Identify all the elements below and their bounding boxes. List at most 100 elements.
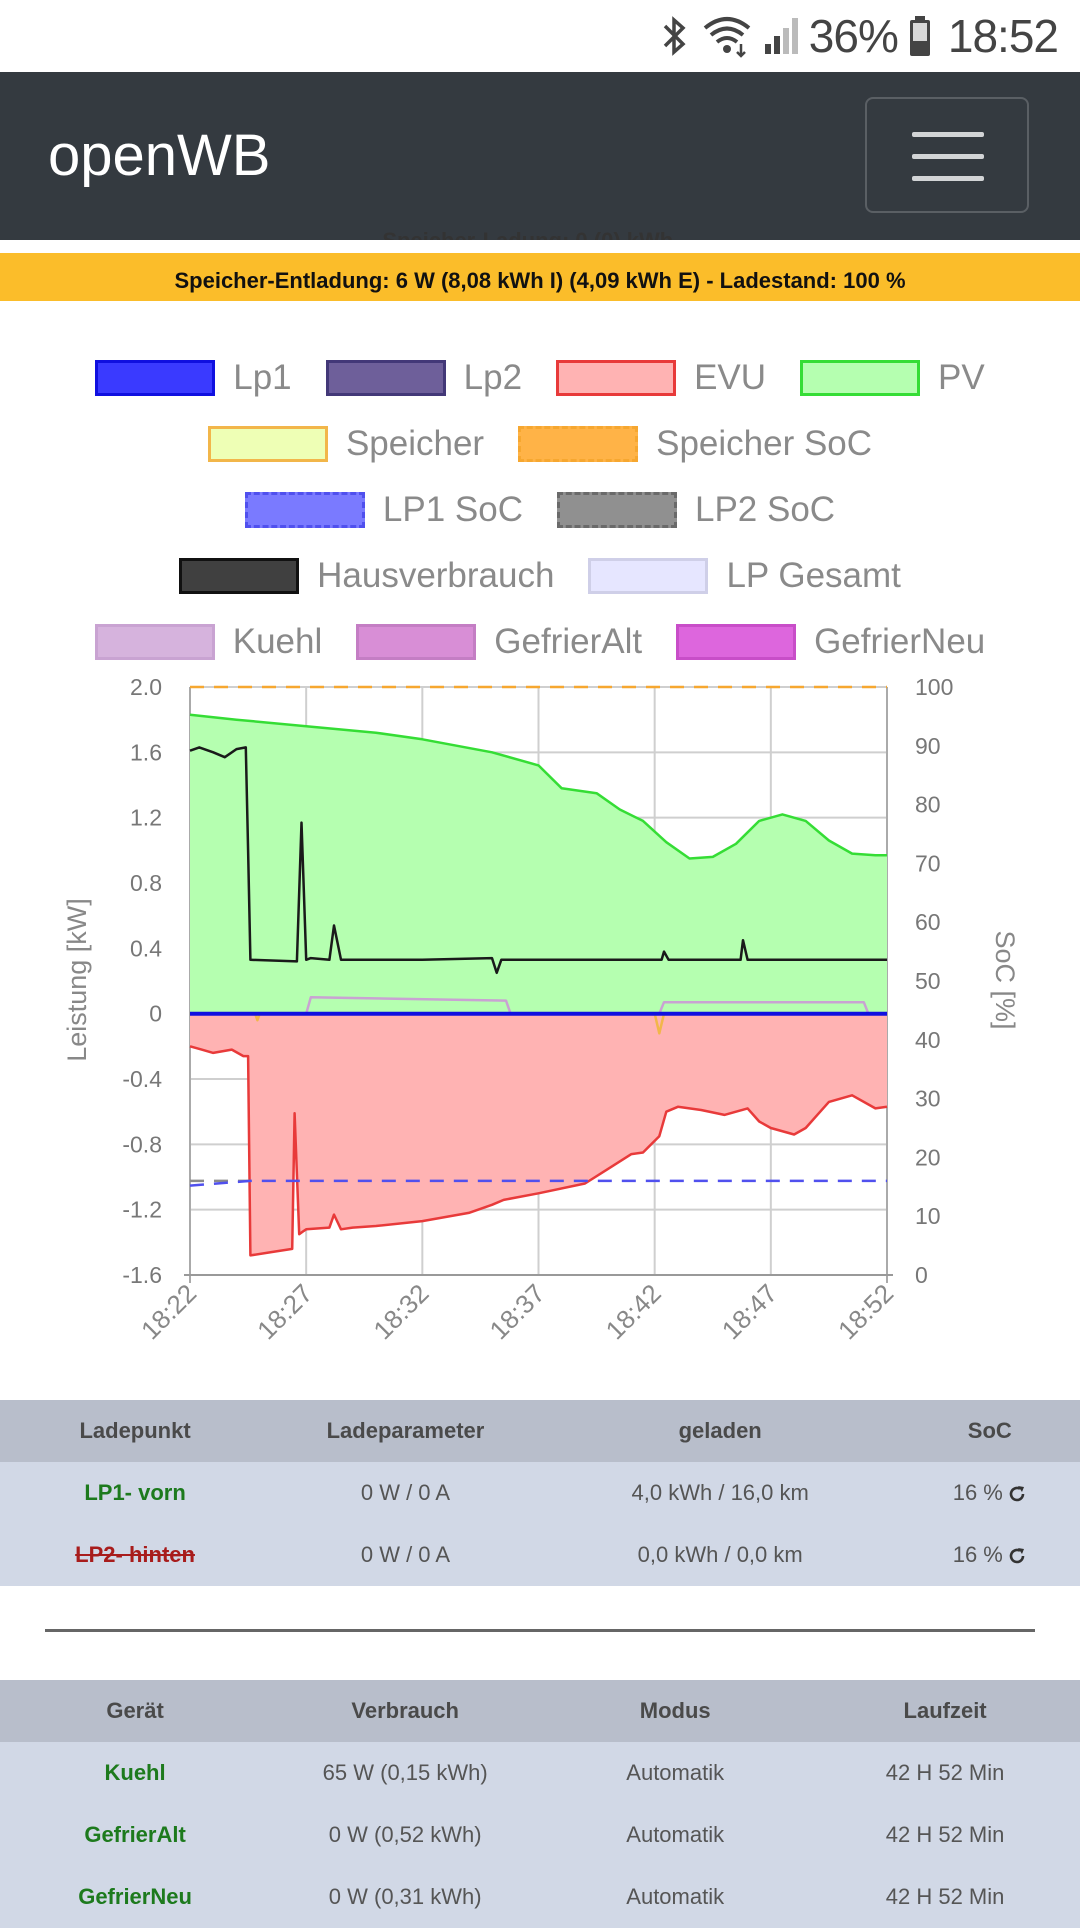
hamburger-icon-line — [912, 154, 984, 159]
wifi-icon — [703, 17, 751, 58]
legend-swatch — [800, 360, 921, 396]
y2-tick-label: 40 — [915, 1027, 941, 1053]
legend-row: Kuehl GefrierAlt GefrierNeu — [0, 609, 1080, 675]
charged-amount: 4,0 kWh / 16,0 km — [540, 1462, 900, 1524]
y-tick-label: -1.6 — [122, 1262, 162, 1288]
legend-item-lp1-soc[interactable]: LP1 SoC — [244, 490, 523, 530]
status-bar: 36% 18:52 — [0, 0, 1080, 72]
table-row: LP1- vorn 0 W / 0 A 4,0 kWh / 16,0 km 16… — [0, 1462, 1080, 1524]
battery-icon — [909, 16, 930, 56]
navbar: openWB — [0, 72, 1080, 240]
table-row: Kuehl 65 W (0,15 kWh) Automatik 42 H 52 … — [0, 1742, 1080, 1804]
reload-icon[interactable] — [1007, 1546, 1027, 1566]
legend-label: PV — [938, 358, 985, 397]
partial-status-text: Speicher-Ladung: 0 (0) kWh ... — [0, 228, 1080, 240]
column-header: Verbrauch — [270, 1680, 541, 1742]
status-icons: 36% 18:52 — [657, 8, 1059, 64]
soc-value: 16 % — [952, 1542, 1003, 1567]
brand-title[interactable]: openWB — [48, 123, 271, 188]
series-line-hausverbrauch — [189, 746, 887, 975]
legend-label: Kuehl — [232, 622, 323, 661]
x-tick-label: 18:47 — [716, 1278, 783, 1345]
legend-item-lp1[interactable]: Lp1 — [95, 358, 292, 398]
chargepoint-name[interactable]: LP1- vorn — [0, 1462, 271, 1524]
y2-tick-label: 60 — [915, 909, 941, 935]
legend-swatch — [207, 426, 328, 462]
column-header: SoC — [899, 1400, 1080, 1462]
column-header: geladen — [540, 1400, 900, 1462]
device-usage: 0 W (0,52 kWh) — [270, 1804, 541, 1866]
legend-label: LP Gesamt — [726, 556, 901, 595]
legend-item-speicher-soc[interactable]: Speicher SoC — [518, 424, 872, 464]
device-usage: 65 W (0,15 kWh) — [270, 1742, 541, 1804]
legend-label: EVU — [694, 358, 767, 397]
legend-item-lp2[interactable]: Lp2 — [325, 358, 522, 398]
table-header-row: Ladepunkt Ladeparameter geladen SoC — [0, 1400, 1080, 1462]
legend-item-kuehl[interactable]: Kuehl — [94, 622, 323, 662]
legend-swatch — [179, 558, 300, 594]
legend-row: LP1 SoC LP2 SoC — [0, 477, 1080, 543]
soc-cell: 16 % — [899, 1524, 1080, 1586]
legend-row: Speicher Speicher SoC — [0, 411, 1080, 477]
device-table: Gerät Verbrauch Modus Laufzeit Kuehl 65 … — [0, 1680, 1080, 1928]
y-tick-label: 2.0 — [130, 674, 162, 700]
y-axis-title: Leistung [kW] — [62, 898, 92, 1062]
y-tick-label: 1.2 — [130, 805, 162, 831]
column-header: Ladepunkt — [0, 1400, 271, 1462]
table-row: GefrierNeu 0 W (0,31 kWh) Automatik 42 H… — [0, 1866, 1080, 1928]
device-runtime: 42 H 52 Min — [810, 1804, 1080, 1866]
x-tick-label: 18:22 — [135, 1278, 202, 1345]
device-mode: Automatik — [540, 1742, 811, 1804]
device-usage: 0 W (0,31 kWh) — [270, 1866, 541, 1928]
series-area-evu — [190, 1013, 887, 1256]
legend-label: Speicher SoC — [656, 424, 873, 463]
column-header: Modus — [540, 1680, 811, 1742]
x-tick-label: 18:32 — [367, 1278, 434, 1345]
soc-value: 16 % — [952, 1480, 1003, 1505]
y-tick-label: 0.8 — [130, 870, 162, 896]
legend-swatch — [556, 360, 677, 396]
series-line-lp1-soc — [189, 1179, 887, 1187]
device-name[interactable]: Kuehl — [0, 1742, 271, 1804]
legend-item-hausverbrauch[interactable]: Hausverbrauch — [179, 556, 554, 596]
legend-item-gefrieralt[interactable]: GefrierAlt — [356, 622, 642, 662]
legend-swatch — [95, 360, 216, 396]
legend-item-pv[interactable]: PV — [800, 358, 985, 398]
legend-swatch — [94, 624, 215, 660]
legend-label: LP1 SoC — [382, 490, 523, 529]
x-tick-label: 18:37 — [484, 1278, 551, 1345]
y2-tick-label: 20 — [915, 1144, 941, 1170]
y2-tick-label: 100 — [915, 674, 953, 700]
column-header: Ladeparameter — [270, 1400, 541, 1462]
table-row: LP2- hinten 0 W / 0 A 0,0 kWh / 0,0 km 1… — [0, 1524, 1080, 1586]
x-tick-label: 18:27 — [251, 1278, 318, 1345]
legend-item-evu[interactable]: EVU — [556, 358, 766, 398]
charge-parameter: 0 W / 0 A — [270, 1524, 541, 1586]
y-tick-label: 0.4 — [130, 935, 162, 961]
legend-row: Hausverbrauch LP Gesamt — [0, 543, 1080, 609]
legend-swatch — [325, 360, 446, 396]
y-tick-label: 1.6 — [130, 739, 162, 765]
hamburger-icon-line — [912, 176, 984, 181]
signal-icon — [764, 18, 798, 54]
legend-swatch — [356, 624, 477, 660]
column-header: Gerät — [0, 1680, 271, 1742]
legend-item-lp-gesamt[interactable]: LP Gesamt — [588, 556, 901, 596]
charged-amount: 0,0 kWh / 0,0 km — [540, 1524, 900, 1586]
power-chart[interactable]: 2.01.61.20.80.40-0.4-0.8-1.2-1.610090807… — [0, 660, 1080, 1400]
hamburger-icon — [912, 132, 984, 137]
legend-swatch — [557, 492, 677, 528]
legend-item-lp2-soc[interactable]: LP2 SoC — [557, 490, 835, 530]
legend-item-gefrierneu[interactable]: GefrierNeu — [676, 622, 985, 662]
legend-swatch — [518, 426, 639, 462]
soc-cell: 16 % — [899, 1462, 1080, 1524]
y-tick-label: 0 — [149, 1001, 162, 1027]
chargepoint-name[interactable]: LP2- hinten — [0, 1524, 271, 1586]
device-name[interactable]: GefrierAlt — [0, 1804, 271, 1866]
menu-toggle-button[interactable] — [865, 97, 1029, 213]
legend-item-speicher[interactable]: Speicher — [207, 424, 484, 464]
reload-icon[interactable] — [1007, 1484, 1027, 1504]
chargepoint-table: Ladepunkt Ladeparameter geladen SoC LP1-… — [0, 1400, 1080, 1586]
y-tick-label: -0.4 — [122, 1066, 162, 1092]
device-name[interactable]: GefrierNeu — [0, 1866, 271, 1928]
